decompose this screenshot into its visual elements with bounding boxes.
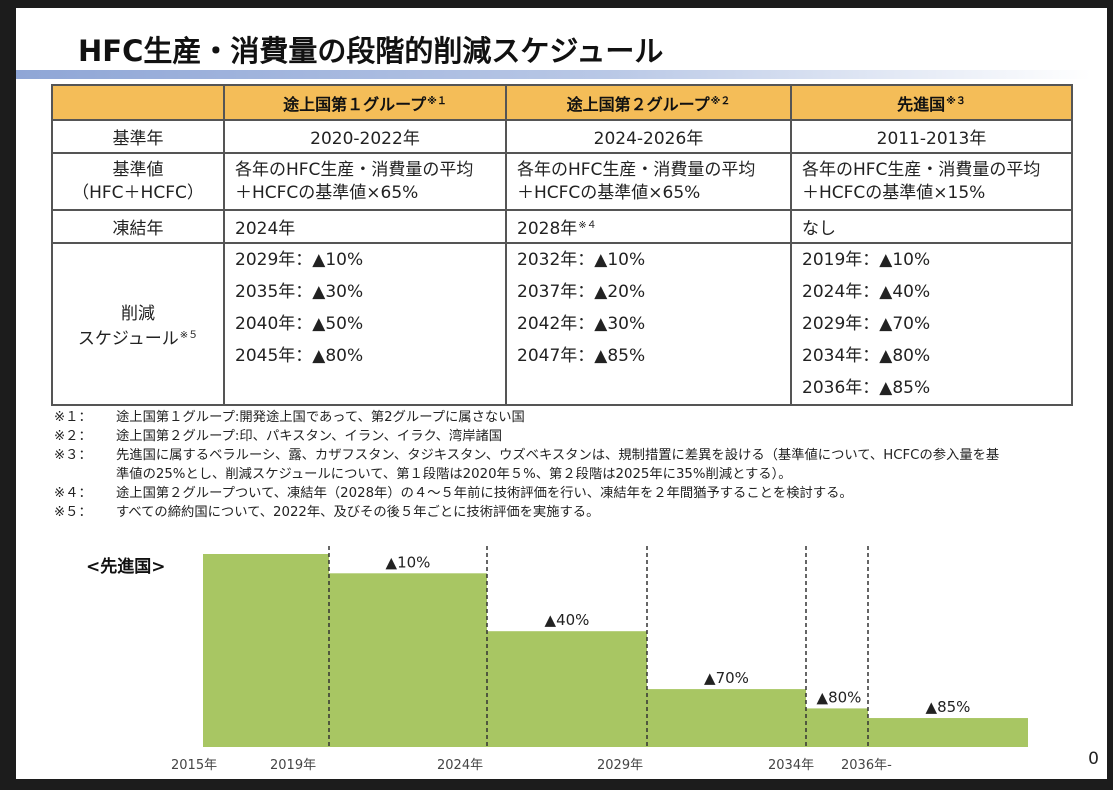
table-row-reduction-schedule: 削減 スケジュール※５ 2029年：▲10% 2035年：▲30% 2040年：… [51, 242, 1073, 406]
header-developing-group1: 途上国第１グループ※１ [223, 84, 507, 121]
table-row-base-year: 基準年 2020-2022年 2024-2026年 2011-2013年 [51, 119, 1073, 154]
footnote-5: ※５： すべての締約国について、2022年、及びその後５年ごとに技術評価を実施す… [54, 505, 600, 520]
row-label: 基準値 （HFC＋HCFC） [51, 152, 225, 211]
chart-bar [203, 554, 329, 747]
footnote-ref: ※４ [578, 220, 597, 231]
slide: HFC生産・消費量の段階的削減スケジュール 途上国第１グループ※１ 途上国第２グ… [16, 8, 1107, 779]
chart-data-label: ▲40% [545, 611, 590, 629]
chart-bar [806, 708, 868, 747]
table-cell: 2028年※４ [505, 209, 792, 244]
schedule-step: 2029年：▲70% [802, 314, 931, 334]
row-label: 凍結年 [51, 209, 225, 244]
schedule-step: 2036年：▲85% [802, 378, 931, 398]
footnote-1: ※１： 途上国第１グループ:開発途上国であって、第2グループに属さない国 [54, 410, 525, 425]
header-blank [51, 84, 225, 121]
table-row-freeze-year: 凍結年 2024年 2028年※４ なし [51, 209, 1073, 244]
table-cell: 2011-2013年 [790, 119, 1073, 154]
table-row-base-value: 基準値 （HFC＋HCFC） 各年のHFC生産・消費量の平均 ＋HCFCの基準値… [51, 152, 1073, 211]
table-cell: 各年のHFC生産・消費量の平均 ＋HCFCの基準値×65% [223, 152, 507, 211]
schedule-step: 2047年：▲85% [517, 346, 646, 366]
chart-bar [868, 718, 1028, 747]
schedule-step: 2035年：▲30% [235, 282, 364, 302]
footnote-3: ※３： 先進国に属するベラルーシ、露、カザフスタン、タジキスタン、ウズベキスタン… [54, 448, 1000, 482]
table-cell: 2032年：▲10% 2037年：▲20% 2042年：▲30% 2047年：▲… [505, 242, 792, 406]
schedule-step: 2024年：▲40% [802, 282, 931, 302]
chart-bar [647, 689, 806, 747]
table-header-row: 途上国第１グループ※１ 途上国第２グループ※２ 先進国※３ [51, 84, 1073, 121]
chart-x-tick-label: 2015年 [171, 758, 217, 773]
schedule-step: 2029年：▲10% [235, 250, 364, 270]
footnote-4: ※４： 途上国第２グループついて、凍結年（2028年）の４～５年前に技術評価を行… [54, 486, 853, 501]
page-title: HFC生産・消費量の段階的削減スケジュール [78, 34, 664, 68]
schedule-step: 2032年：▲10% [517, 250, 646, 270]
chart-x-tick-label: 2019年 [270, 758, 316, 773]
footnote-2: ※２： 途上国第２グループ:印、パキスタン、イラン、イラク、湾岸諸国 [54, 429, 503, 444]
schedule-step: 2019年：▲10% [802, 250, 931, 270]
footnotes: ※１： 途上国第１グループ:開発途上国であって、第2グループに属さない国 ※２：… [54, 408, 999, 522]
table-cell: 各年のHFC生産・消費量の平均 ＋HCFCの基準値×15% [790, 152, 1073, 211]
header-developing-group2: 途上国第２グループ※２ [505, 84, 792, 121]
table-cell: 2020-2022年 [223, 119, 507, 154]
chart-bar [329, 573, 487, 747]
schedule-step: 2040年：▲50% [235, 314, 364, 334]
chart-data-label: ▲80% [817, 688, 862, 706]
chart-data-label: ▲85% [926, 698, 971, 716]
footnote-ref: ※２ [710, 95, 731, 107]
chart-x-tick-label: 2024年 [437, 758, 483, 773]
table-cell: なし [790, 209, 1073, 244]
page-number: 0 [1088, 749, 1099, 769]
chart-x-tick-label: 2029年 [597, 758, 643, 773]
schedule-step: 2042年：▲30% [517, 314, 646, 334]
chart-data-label: ▲70% [704, 669, 749, 687]
reduction-chart: <先進国> ▲10% ▲40% ▲70% ▲80% ▲85% 2015年 2019年 2024… [16, 538, 1107, 779]
schedule-step: 2045年：▲80% [235, 346, 364, 366]
schedule-step: 2037年：▲20% [517, 282, 646, 302]
footnote-ref: ※１ [427, 95, 447, 107]
table-cell: 2029年：▲10% 2035年：▲30% 2040年：▲50% 2045年：▲… [223, 242, 507, 406]
row-label: 削減 スケジュール※５ [51, 242, 225, 406]
chart-x-tick-label: 2034年 [768, 758, 814, 773]
title-underline [16, 70, 1091, 79]
row-label: 基準年 [51, 119, 225, 154]
table-cell: 2024年 [223, 209, 507, 244]
footnote-ref: ※５ [179, 330, 199, 341]
schedule-table: 途上国第１グループ※１ 途上国第２グループ※２ 先進国※３ 基準年 2020-2… [51, 84, 1073, 406]
table-cell: 2024-2026年 [505, 119, 792, 154]
footnote-ref: ※３ [946, 95, 966, 107]
chart-data-label: ▲10% [386, 553, 431, 571]
chart-title: <先進国> [86, 557, 166, 577]
schedule-step: 2034年：▲80% [802, 346, 931, 366]
header-developed: 先進国※３ [790, 84, 1073, 121]
chart-bar [487, 631, 647, 747]
table-cell: 各年のHFC生産・消費量の平均 ＋HCFCの基準値×65% [505, 152, 792, 211]
chart-x-tick-label: 2036年- [841, 758, 892, 773]
table-cell: 2019年：▲10% 2024年：▲40% 2029年：▲70% 2034年：▲… [790, 242, 1073, 406]
chart-svg: ▲10% ▲40% ▲70% ▲80% ▲85% 2015年 2019年 2024年 2029年… [171, 546, 1028, 773]
